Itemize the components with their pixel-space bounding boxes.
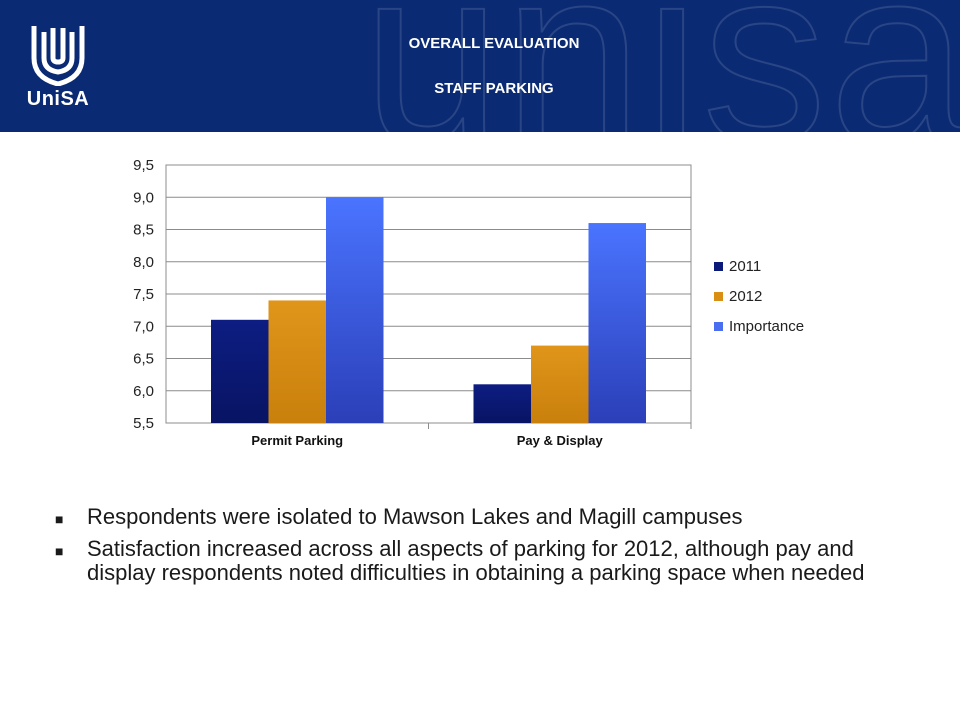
legend-label: 2011	[729, 258, 761, 275]
legend-swatch	[714, 292, 723, 301]
y-tick-label: 7,0	[133, 318, 154, 335]
unisa-logo: UniSA	[26, 22, 90, 118]
bullet-square-icon: ■	[55, 511, 64, 527]
y-tick-label: 6,0	[133, 383, 154, 400]
category-label: Pay & Display	[517, 433, 604, 448]
bullet-text: Satisfaction increased across all aspect…	[87, 536, 865, 585]
bullet-item: ■ Satisfaction increased across all aspec…	[55, 537, 915, 585]
header-banner: unisa UniSA OVERALL EVALUATION STAFF PAR…	[0, 0, 960, 132]
legend-swatch	[714, 322, 723, 331]
bar-2011	[473, 384, 531, 423]
y-axis-ticks: 5,5 6,0 6,5 7,0 7,5 8,0 8,5 9,0 9,5	[133, 157, 154, 432]
bar-chart: 5,5 6,0 6,5 7,0 7,5 8,0 8,5 9,0 9,5 Permit Parki…	[133, 157, 804, 448]
watermark-text: unisa	[361, 0, 960, 132]
bar-2012	[531, 345, 589, 423]
bar-importance	[588, 223, 646, 423]
y-tick-label: 8,0	[133, 254, 154, 271]
bullet-item: ■ Respondents were isolated to Mawson Lak…	[55, 505, 915, 529]
y-tick-label: 6,5	[133, 351, 154, 368]
y-tick-label: 7,5	[133, 286, 154, 303]
category-label: Permit Parking	[251, 433, 343, 448]
legend-swatch	[714, 262, 723, 271]
y-tick-label: 9,5	[133, 157, 154, 174]
legend-label: 2012	[729, 288, 762, 305]
x-axis-labels: Permit Parking Pay & Display	[251, 423, 692, 448]
y-tick-label: 5,5	[133, 415, 154, 432]
logo-text: UniSA	[26, 88, 90, 110]
page-title: OVERALL EVALUATION	[408, 35, 580, 52]
legend: 2011 2012 Importance	[714, 258, 804, 335]
bullet-square-icon: ■	[55, 543, 64, 559]
page-subtitle: STAFF PARKING	[434, 80, 554, 97]
bullet-text: Respondents were isolated to Mawson Lake…	[87, 504, 743, 529]
bullet-list: ■ Respondents were isolated to Mawson Lak…	[55, 505, 915, 593]
legend-label: Importance	[729, 318, 804, 335]
unisa-shield-icon	[31, 26, 85, 87]
bar-2011	[211, 319, 269, 423]
bar-2012	[268, 300, 326, 423]
y-tick-label: 8,5	[133, 222, 154, 239]
bars	[211, 197, 646, 423]
y-tick-label: 9,0	[133, 189, 154, 206]
bar-importance	[326, 197, 384, 423]
